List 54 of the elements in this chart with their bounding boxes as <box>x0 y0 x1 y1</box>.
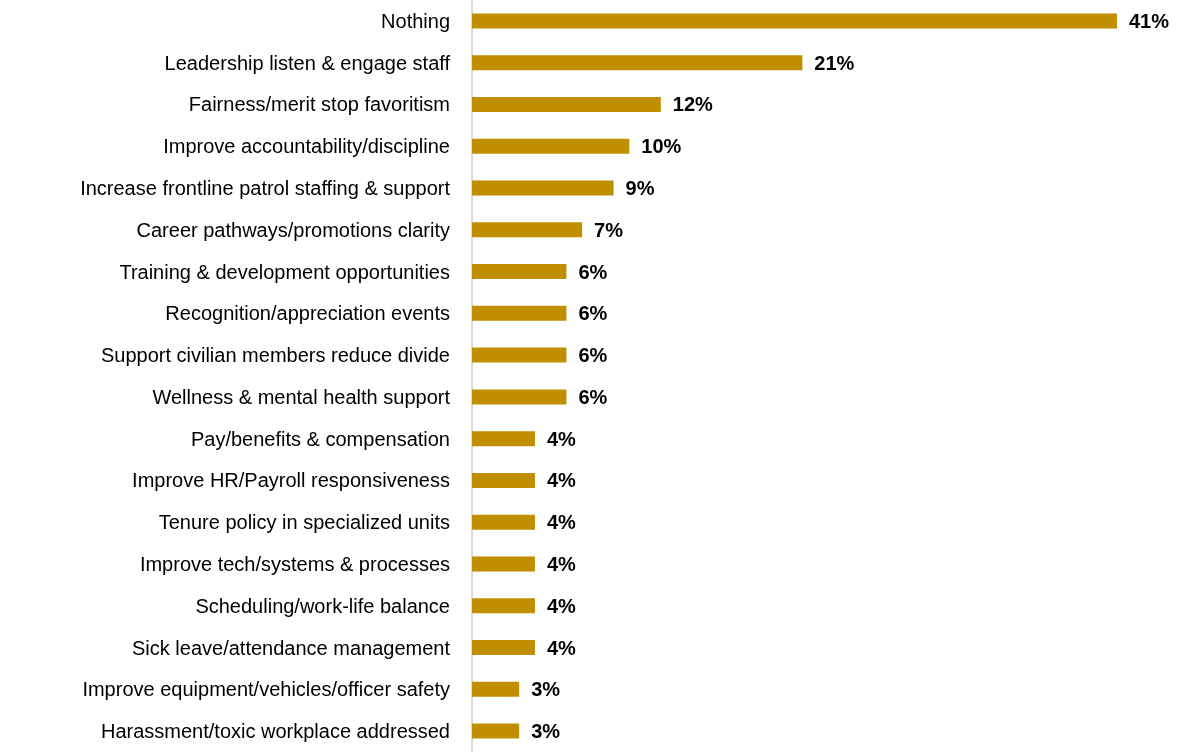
bar <box>472 347 567 363</box>
data-label: 4% <box>546 594 577 617</box>
bar <box>472 389 567 405</box>
bar <box>472 305 567 321</box>
data-label: 41% <box>1129 9 1170 32</box>
data-label: 4% <box>546 553 577 575</box>
y-tick-label: Improve tech/systems & processes <box>139 553 450 575</box>
y-tick-label: Pay/benefits & compensation <box>190 427 450 450</box>
bar <box>472 723 520 739</box>
y-tick-label: Tenure policy in specialized units <box>158 511 450 534</box>
y-tick-label: Increase frontline patrol staffing & support <box>80 177 451 199</box>
bar <box>472 222 583 238</box>
data-label: 9% <box>625 177 655 199</box>
data-label: 4% <box>546 511 577 534</box>
data-label: 4% <box>546 636 577 659</box>
data-label: 6% <box>578 385 608 408</box>
data-label: 3% <box>531 720 561 743</box>
y-tick-label: Nothing <box>381 9 450 32</box>
y-tick-label: Support civilian members reduce divide <box>100 344 450 367</box>
y-tick-label: Harassment/toxic workplace addressed <box>100 720 450 743</box>
bar <box>472 598 535 614</box>
data-label: 6% <box>578 302 608 325</box>
data-label: 12% <box>672 93 714 116</box>
y-tick-label: Fairness/merit stop favoritism <box>188 93 450 116</box>
y-tick-label: Wellness & mental health support <box>152 385 451 408</box>
data-label: 3% <box>531 678 561 701</box>
y-tick-label: Sick leave/attendance management <box>132 636 451 659</box>
y-tick-label: Scheduling/work-life balance <box>195 594 450 617</box>
bar <box>472 138 630 154</box>
bar <box>472 264 567 280</box>
data-label: 21% <box>814 51 855 74</box>
data-label: 10% <box>641 135 682 158</box>
bar <box>472 681 520 697</box>
y-tick-label: Leadership listen & engage staff <box>164 51 451 74</box>
bar <box>472 13 1117 29</box>
y-tick-label: Improve accountability/discipline <box>163 135 450 158</box>
y-tick-label: Improve equipment/vehicles/officer safety <box>82 678 450 701</box>
y-tick-label: Career pathways/promotions clarity <box>136 218 450 241</box>
bar <box>472 55 803 71</box>
data-label: 7% <box>594 218 624 241</box>
bar <box>472 472 535 488</box>
y-tick-label: Improve HR/Payroll responsiveness <box>132 469 450 492</box>
data-label: 6% <box>578 260 608 283</box>
bar <box>472 180 614 196</box>
data-label: 4% <box>546 469 577 492</box>
bar <box>472 640 535 656</box>
y-tick-label: Recognition/appreciation events <box>165 302 450 325</box>
bar <box>472 556 535 572</box>
bar <box>472 431 535 447</box>
data-label: 6% <box>578 344 608 367</box>
bar <box>472 514 535 530</box>
data-label: 4% <box>546 427 577 450</box>
bar <box>472 96 661 112</box>
y-tick-label: Training & development opportunities <box>119 260 450 283</box>
